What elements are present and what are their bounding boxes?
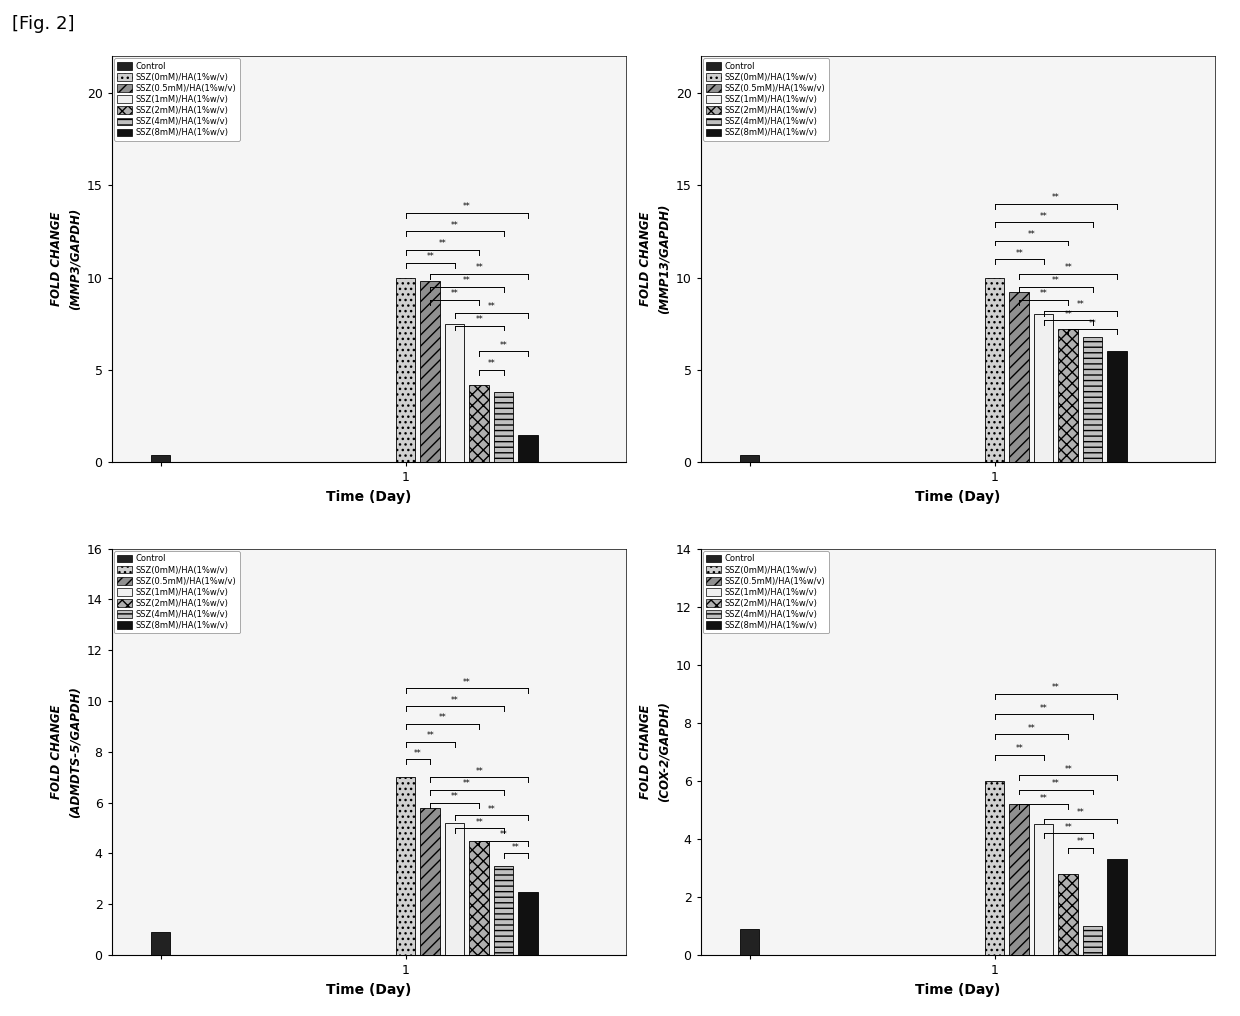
X-axis label: Time (Day): Time (Day) (915, 982, 1001, 997)
Text: **: ** (1064, 263, 1073, 272)
Text: **: ** (451, 290, 459, 299)
Bar (518, 435, 538, 462)
Text: **: ** (427, 252, 434, 261)
Text: **: ** (1040, 290, 1048, 299)
Bar (470, 385, 489, 462)
Bar (985, 277, 1004, 462)
Text: **: ** (1076, 301, 1084, 309)
Bar (151, 933, 170, 955)
Bar (470, 841, 489, 955)
Text: **: ** (451, 220, 459, 230)
Bar (420, 808, 440, 955)
Bar (1009, 804, 1029, 955)
Text: **: ** (475, 263, 484, 272)
Text: **: ** (1064, 310, 1073, 319)
Text: **: ** (487, 805, 495, 814)
Text: **: ** (1040, 704, 1048, 712)
Bar (985, 781, 1004, 955)
Text: **: ** (1028, 724, 1035, 733)
Text: **: ** (1052, 193, 1060, 202)
Bar (740, 455, 759, 462)
X-axis label: Time (Day): Time (Day) (326, 982, 412, 997)
Bar (1107, 860, 1127, 955)
Y-axis label: FOLD CHANGE
(ADMDTS-5/GAPDH): FOLD CHANGE (ADMDTS-5/GAPDH) (50, 686, 81, 818)
Bar (740, 929, 759, 955)
Text: **: ** (451, 792, 459, 802)
Text: **: ** (475, 818, 484, 827)
Text: **: ** (451, 696, 459, 705)
Bar (1059, 329, 1078, 462)
X-axis label: Time (Day): Time (Day) (915, 490, 1001, 504)
Bar (494, 866, 513, 955)
Bar (151, 455, 170, 462)
Text: **: ** (1076, 808, 1084, 817)
Text: **: ** (414, 749, 422, 758)
Bar (1009, 293, 1029, 462)
Text: **: ** (439, 713, 446, 722)
Text: **: ** (475, 767, 484, 776)
Text: **: ** (1052, 779, 1060, 788)
Text: **: ** (463, 779, 471, 788)
Legend: Control, SSZ(0mM)/HA(1%w/v), SSZ(0.5mM)/HA(1%w/v), SSZ(1mM)/HA(1%w/v), SSZ(2mM)/: Control, SSZ(0mM)/HA(1%w/v), SSZ(0.5mM)/… (114, 58, 239, 140)
Legend: Control, SSZ(0mM)/HA(1%w/v), SSZ(0.5mM)/HA(1%w/v), SSZ(1mM)/HA(1%w/v), SSZ(2mM)/: Control, SSZ(0mM)/HA(1%w/v), SSZ(0.5mM)/… (703, 551, 828, 633)
Text: **: ** (1028, 231, 1035, 239)
Bar (518, 892, 538, 955)
Y-axis label: FOLD CHANGE
(MMP3/GAPDH): FOLD CHANGE (MMP3/GAPDH) (50, 208, 81, 310)
Text: **: ** (1089, 319, 1096, 328)
Text: **: ** (487, 360, 495, 369)
Bar (1034, 315, 1054, 462)
Bar (420, 281, 440, 462)
Text: **: ** (1064, 823, 1073, 832)
Text: **: ** (500, 341, 507, 350)
Text: **: ** (512, 843, 520, 852)
Y-axis label: FOLD CHANGE
(MMP13/GAPDH): FOLD CHANGE (MMP13/GAPDH) (639, 204, 670, 314)
Text: **: ** (1064, 765, 1073, 773)
Bar (396, 277, 415, 462)
Bar (1059, 874, 1078, 955)
Text: **: ** (475, 315, 484, 324)
Text: **: ** (1040, 211, 1048, 220)
Bar (1107, 352, 1127, 462)
Text: **: ** (1052, 276, 1060, 285)
Text: **: ** (1016, 745, 1023, 753)
Bar (1083, 926, 1102, 955)
Bar (1083, 336, 1102, 462)
Bar (445, 823, 465, 955)
Text: **: ** (1076, 837, 1084, 846)
Text: **: ** (439, 240, 446, 248)
Legend: Control, SSZ(0mM)/HA(1%w/v), SSZ(0.5mM)/HA(1%w/v), SSZ(1mM)/HA(1%w/v), SSZ(2mM)/: Control, SSZ(0mM)/HA(1%w/v), SSZ(0.5mM)/… (703, 58, 828, 140)
Text: **: ** (1052, 684, 1060, 692)
Text: **: ** (500, 830, 507, 839)
Text: **: ** (1016, 249, 1023, 258)
Text: [Fig. 2]: [Fig. 2] (12, 15, 74, 34)
Text: **: ** (463, 678, 471, 687)
Bar (445, 324, 465, 462)
Text: **: ** (1040, 793, 1048, 803)
Text: **: ** (463, 202, 471, 211)
Text: **: ** (427, 732, 434, 741)
X-axis label: Time (Day): Time (Day) (326, 490, 412, 504)
Legend: Control, SSZ(0mM)/HA(1%w/v), SSZ(0.5mM)/HA(1%w/v), SSZ(1mM)/HA(1%w/v), SSZ(2mM)/: Control, SSZ(0mM)/HA(1%w/v), SSZ(0.5mM)/… (114, 551, 239, 633)
Text: **: ** (463, 276, 471, 285)
Bar (396, 777, 415, 955)
Y-axis label: FOLD CHANGE
(COX-2/GAPDH): FOLD CHANGE (COX-2/GAPDH) (639, 701, 670, 803)
Bar (1034, 824, 1054, 955)
Bar (494, 392, 513, 462)
Text: **: ** (487, 302, 495, 311)
